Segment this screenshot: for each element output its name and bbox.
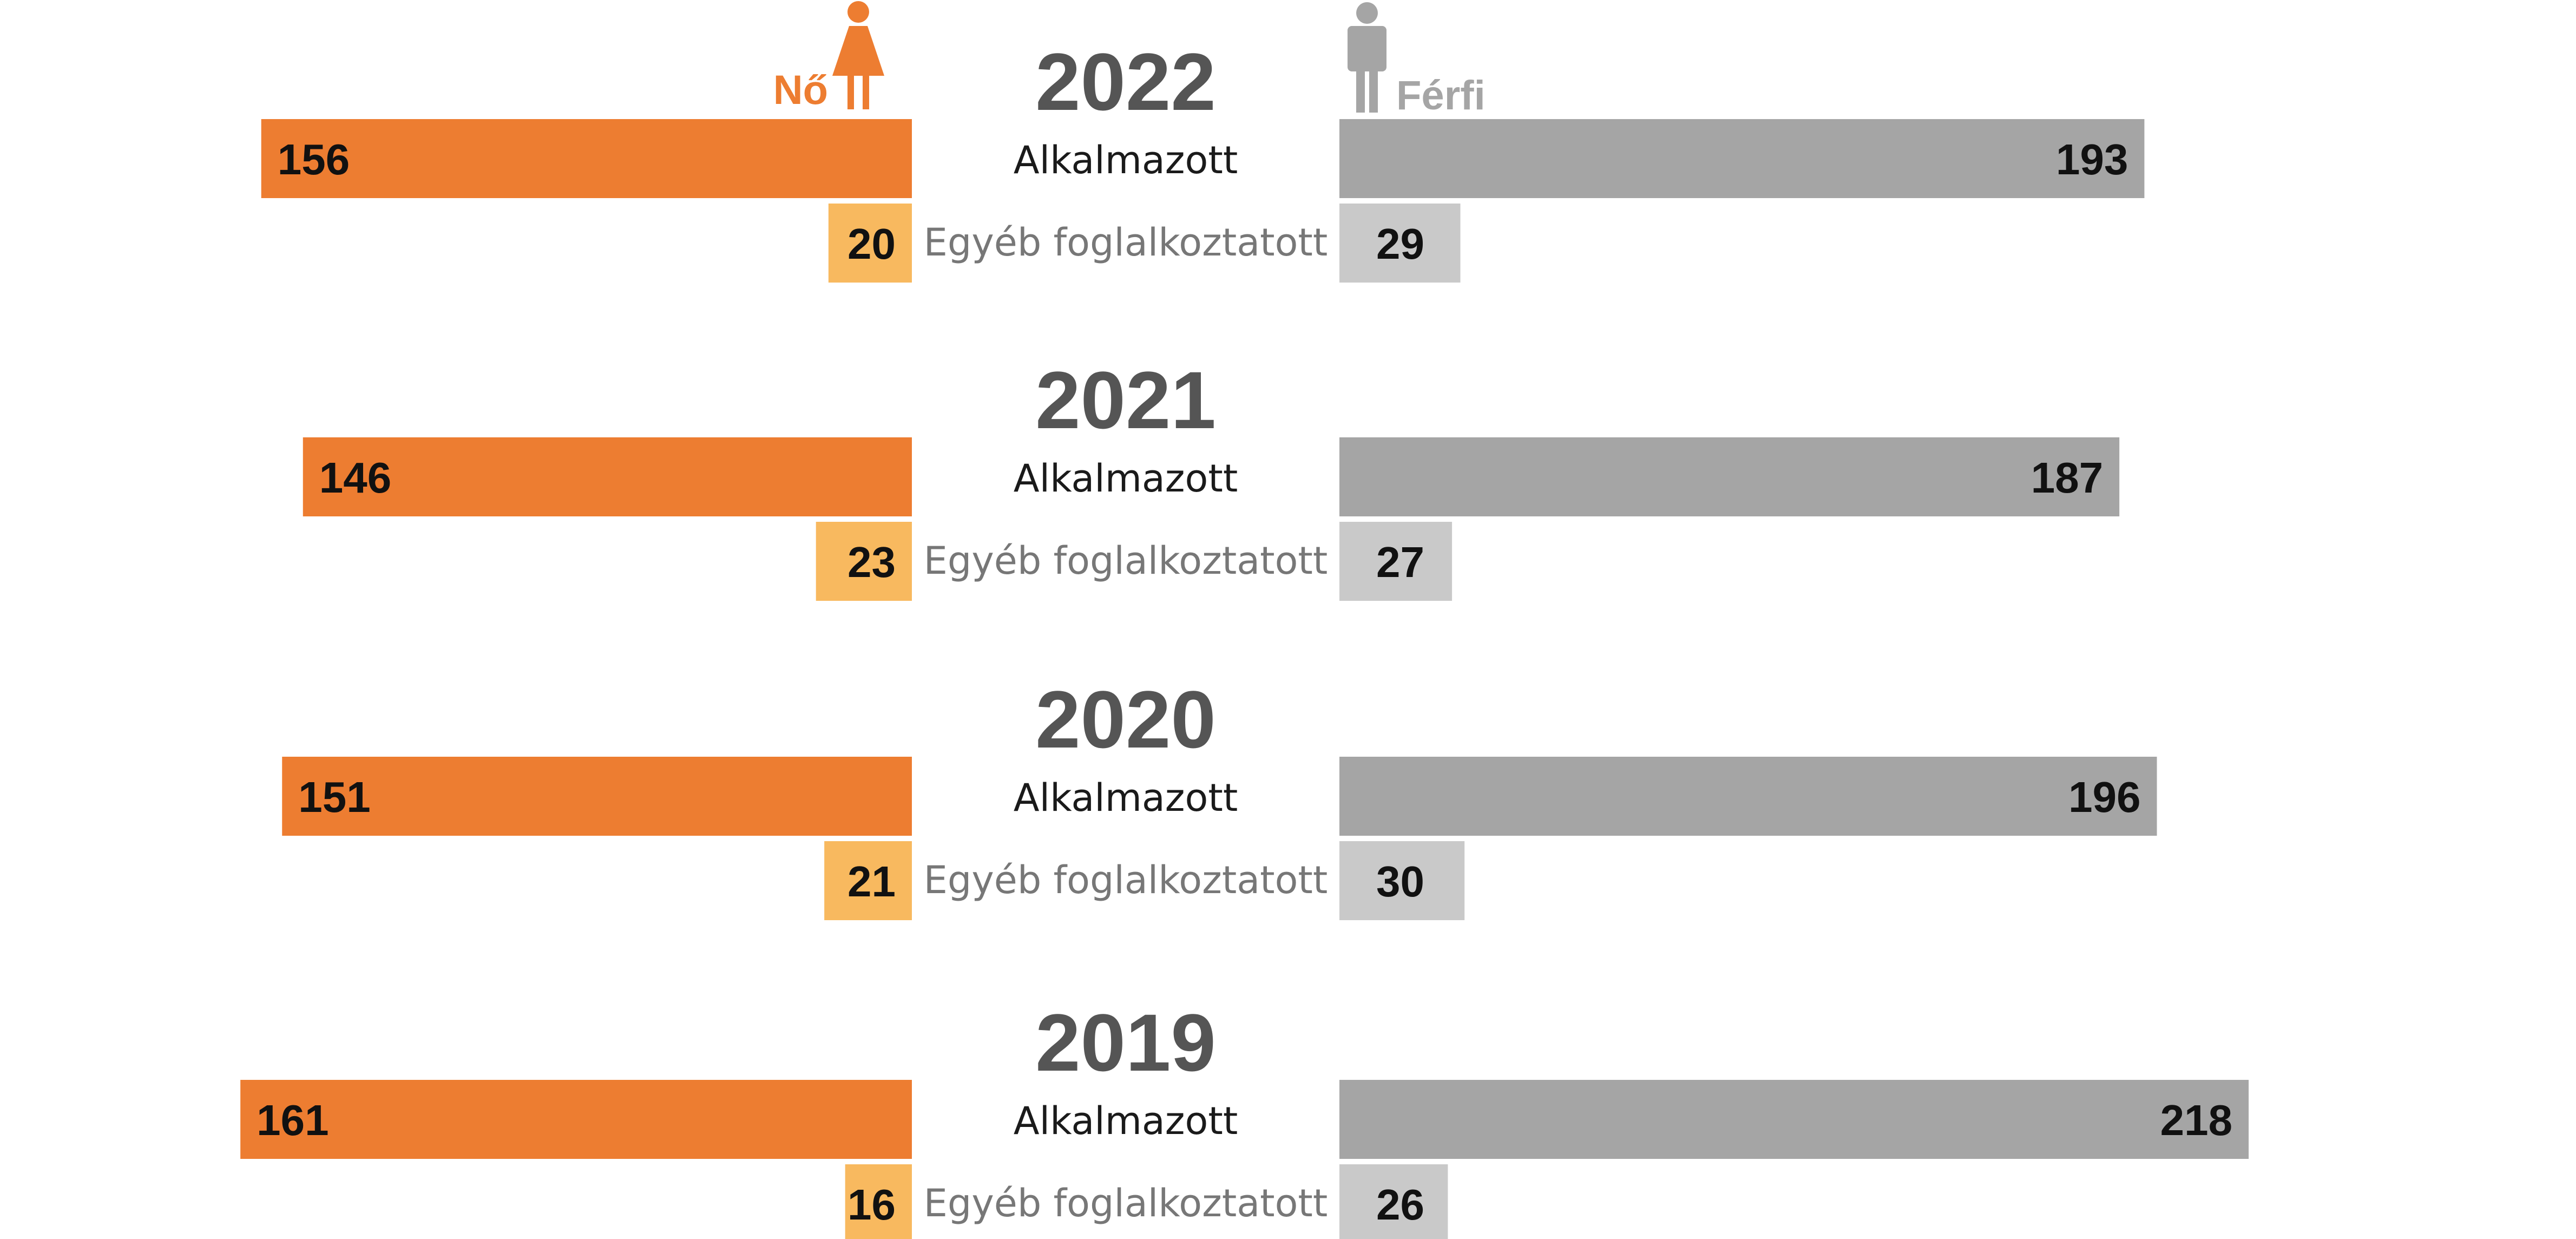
year-label-2019: 2019	[1035, 997, 1216, 1088]
female-employee-bar-2022	[261, 119, 912, 198]
female-other-bar-2020	[824, 841, 912, 920]
male-other-value-2021: 27	[1376, 538, 1424, 586]
male-other-bar-2020	[1339, 841, 1465, 920]
male-employee-value-2021: 187	[2031, 454, 2103, 502]
male-employee-value-2020: 196	[2068, 773, 2140, 821]
male-other-bar-2021	[1339, 522, 1453, 601]
year-blocks: 2022 156 193 Alkalmazott 20 29 Egyéb foglalkoz…	[240, 36, 2249, 1239]
category-label-other-2020: Egyéb foglalkoztatott	[924, 858, 1328, 902]
female-other-bar-2021	[816, 522, 912, 601]
male-employee-bar-2021	[1339, 437, 2120, 516]
female-other-value-2019: 16	[847, 1181, 896, 1229]
male-employee-value-2019: 218	[2160, 1096, 2232, 1144]
category-label-employee-2021: Alkalmazott	[1014, 456, 1238, 501]
female-other-bar-2019	[845, 1164, 912, 1239]
category-label-employee-2020: Alkalmazott	[1014, 776, 1238, 820]
legend-male: Férfi	[1348, 2, 1486, 119]
man-icon	[1348, 2, 1386, 113]
category-label-other-2021: Egyéb foglalkoztatott	[924, 539, 1328, 583]
woman-icon	[832, 1, 884, 109]
female-employee-value-2021: 146	[319, 454, 391, 502]
year-label-2021: 2021	[1035, 355, 1216, 445]
category-label-other-2019: Egyéb foglalkoztatott	[924, 1181, 1328, 1225]
female-other-value-2021: 23	[847, 538, 896, 586]
female-employee-value-2020: 151	[298, 773, 370, 821]
male-other-value-2019: 26	[1376, 1181, 1424, 1229]
legend-female-label: Nő	[773, 67, 828, 113]
male-employee-bar-2020	[1339, 757, 2157, 836]
female-employee-bar-2021	[303, 437, 912, 516]
year-label-2020: 2020	[1035, 674, 1216, 765]
male-employee-bar-2019	[1339, 1080, 2249, 1159]
category-label-employee-2019: Alkalmazott	[1014, 1099, 1238, 1143]
female-other-value-2020: 21	[847, 857, 896, 906]
male-employee-value-2022: 193	[2056, 135, 2128, 183]
female-employee-bar-2020	[282, 757, 912, 836]
male-other-value-2020: 30	[1376, 857, 1424, 906]
category-label-other-2022: Egyéb foglalkoztatott	[924, 220, 1328, 265]
female-other-value-2022: 20	[847, 220, 896, 268]
female-employee-bar-2019	[240, 1080, 912, 1159]
female-other-bar-2022	[828, 204, 912, 283]
female-employee-value-2022: 156	[278, 135, 350, 183]
legend-male-label: Férfi	[1396, 73, 1486, 119]
category-label-employee-2022: Alkalmazott	[1014, 138, 1238, 182]
legend-female: Nő	[773, 1, 884, 113]
male-employee-bar-2022	[1339, 119, 2145, 198]
male-other-value-2022: 29	[1376, 220, 1424, 268]
male-other-bar-2022	[1339, 204, 1461, 283]
female-employee-value-2019: 161	[257, 1096, 328, 1144]
male-other-bar-2019	[1339, 1164, 1448, 1239]
year-label-2022: 2022	[1035, 36, 1216, 127]
